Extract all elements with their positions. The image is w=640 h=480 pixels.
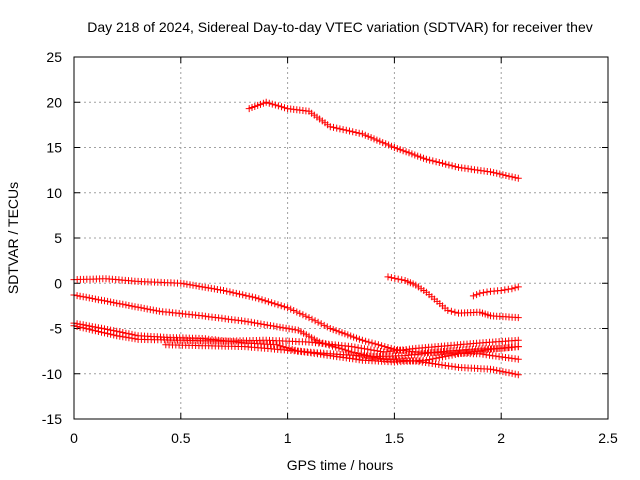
y-tick-label: -5 [50, 321, 63, 337]
x-tick-label: 0 [70, 430, 78, 446]
y-tick-labels: -15 -10 -5 0 5 10 15 20 25 [42, 49, 62, 427]
x-tick-label: 2 [497, 430, 505, 446]
y-axis-label: SDTVAR / TECUs [5, 182, 21, 294]
data-series [70, 98, 522, 379]
x-tick-label: 1 [284, 430, 292, 446]
series-s2 [70, 275, 522, 363]
x-tick-label: 0.5 [171, 430, 191, 446]
series-s6 [162, 341, 522, 361]
x-tick-labels: 0 0.5 1 1.5 2 2.5 [70, 430, 618, 446]
series-s7 [384, 273, 522, 322]
series-markers [245, 98, 522, 182]
series-markers [469, 283, 522, 300]
y-tick-label: 25 [46, 49, 62, 65]
series-s1 [245, 98, 522, 182]
y-tick-label: 15 [46, 140, 62, 156]
grid-lines [74, 57, 608, 419]
plot-frame [73, 56, 609, 420]
y-tick-label: 0 [54, 275, 62, 291]
x-tick-label: 2.5 [598, 430, 618, 446]
series-s8 [469, 283, 522, 300]
y-tick-label: 10 [46, 185, 62, 201]
chart-title: Day 218 of 2024, Sidereal Day-to-day VTE… [87, 19, 593, 35]
y-tick-label: 5 [54, 230, 62, 246]
x-tick-label: 1.5 [385, 430, 405, 446]
x-axis-label: GPS time / hours [287, 457, 394, 473]
series-markers [70, 275, 522, 363]
y-tick-label: 20 [46, 94, 62, 110]
series-markers [162, 341, 522, 361]
series-markers [384, 273, 522, 322]
y-tick-label: -10 [42, 366, 62, 382]
y-tick-label: -15 [42, 411, 62, 427]
